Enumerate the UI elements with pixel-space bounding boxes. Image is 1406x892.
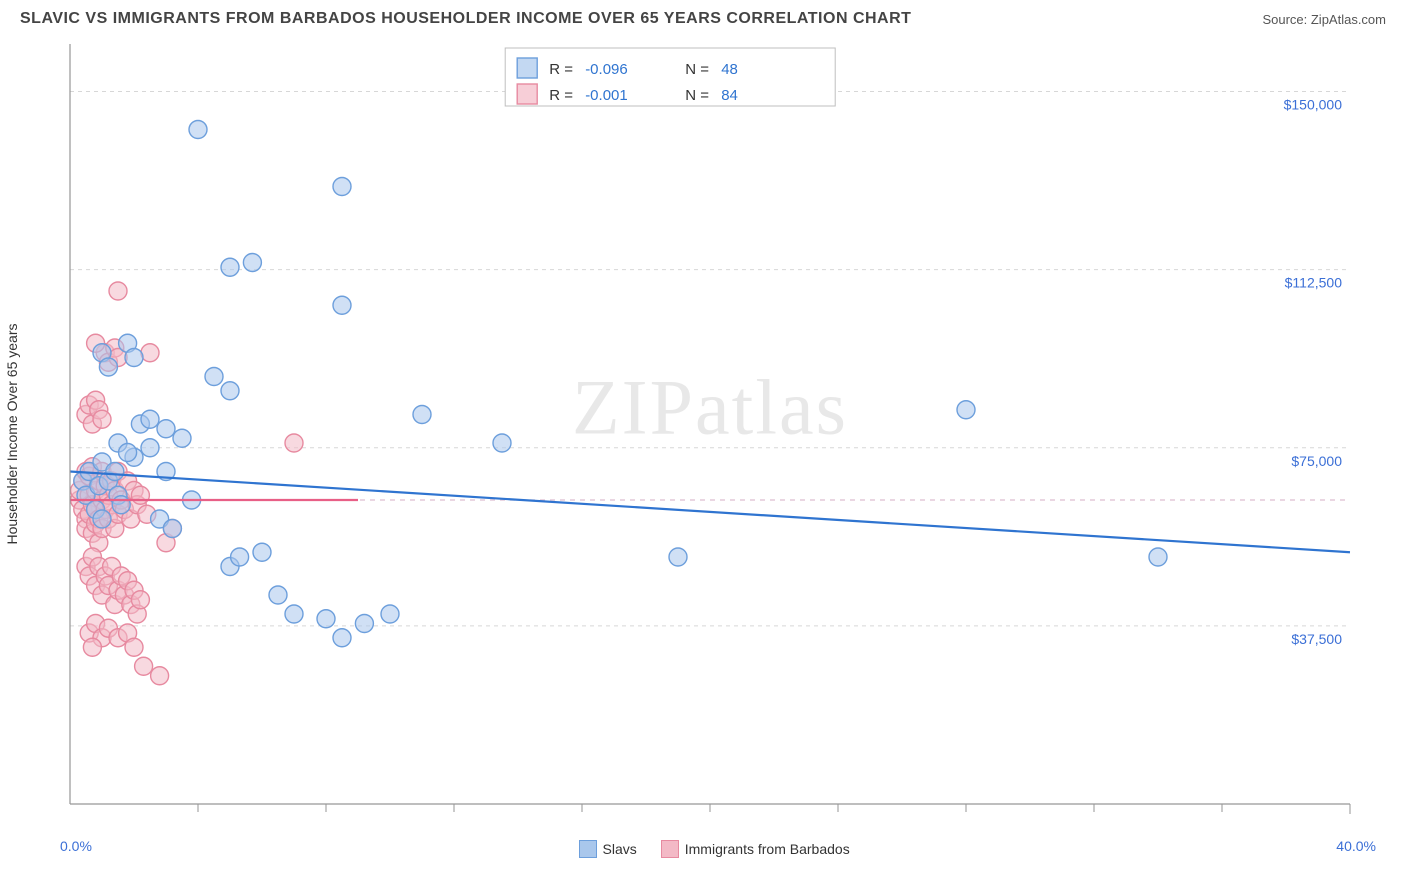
chart-title: SLAVIC VS IMMIGRANTS FROM BARBADOS HOUSE… — [20, 10, 911, 28]
chart-source: Source: ZipAtlas.com — [1262, 12, 1386, 27]
svg-text:$75,000: $75,000 — [1291, 453, 1342, 469]
source-prefix: Source: — [1262, 12, 1310, 27]
svg-text:ZIPatlas: ZIPatlas — [572, 364, 848, 451]
legend-bottom: Slavs Immigrants from Barbados — [579, 840, 850, 858]
legend-label: Immigrants from Barbados — [685, 841, 850, 857]
svg-text:R =: R = — [549, 87, 573, 104]
svg-text:R =: R = — [549, 61, 573, 78]
svg-text:N =: N = — [685, 61, 709, 78]
svg-text:-0.001: -0.001 — [585, 87, 628, 104]
source-link[interactable]: ZipAtlas.com — [1311, 12, 1386, 27]
svg-text:84: 84 — [721, 87, 738, 104]
svg-text:N =: N = — [685, 87, 709, 104]
svg-text:-0.096: -0.096 — [585, 61, 628, 78]
scatter-chart: $37,500 $75,000 $112,500 $150,000 ZIPatlas R … — [20, 34, 1386, 834]
legend-swatch — [661, 840, 679, 858]
y-axis-label: Householder Income Over 65 years — [4, 324, 20, 545]
chart-area: Householder Income Over 65 years $37,500… — [20, 34, 1386, 834]
chart-header: SLAVIC VS IMMIGRANTS FROM BARBADOS HOUSE… — [0, 0, 1406, 34]
x-axis-start-label: 0.0% — [60, 838, 92, 854]
svg-text:$112,500: $112,500 — [1285, 275, 1343, 291]
svg-text:$37,500: $37,500 — [1291, 631, 1342, 647]
x-axis-end-label: 40.0% — [1336, 838, 1376, 854]
chart-footer: 0.0% Slavs Immigrants from Barbados 40.0% — [20, 834, 1386, 858]
svg-text:48: 48 — [721, 61, 738, 78]
legend-label: Slavs — [603, 841, 637, 857]
legend-swatch — [579, 840, 597, 858]
legend-item: Slavs — [579, 840, 637, 858]
svg-text:$150,000: $150,000 — [1284, 97, 1343, 113]
legend-item: Immigrants from Barbados — [661, 840, 850, 858]
